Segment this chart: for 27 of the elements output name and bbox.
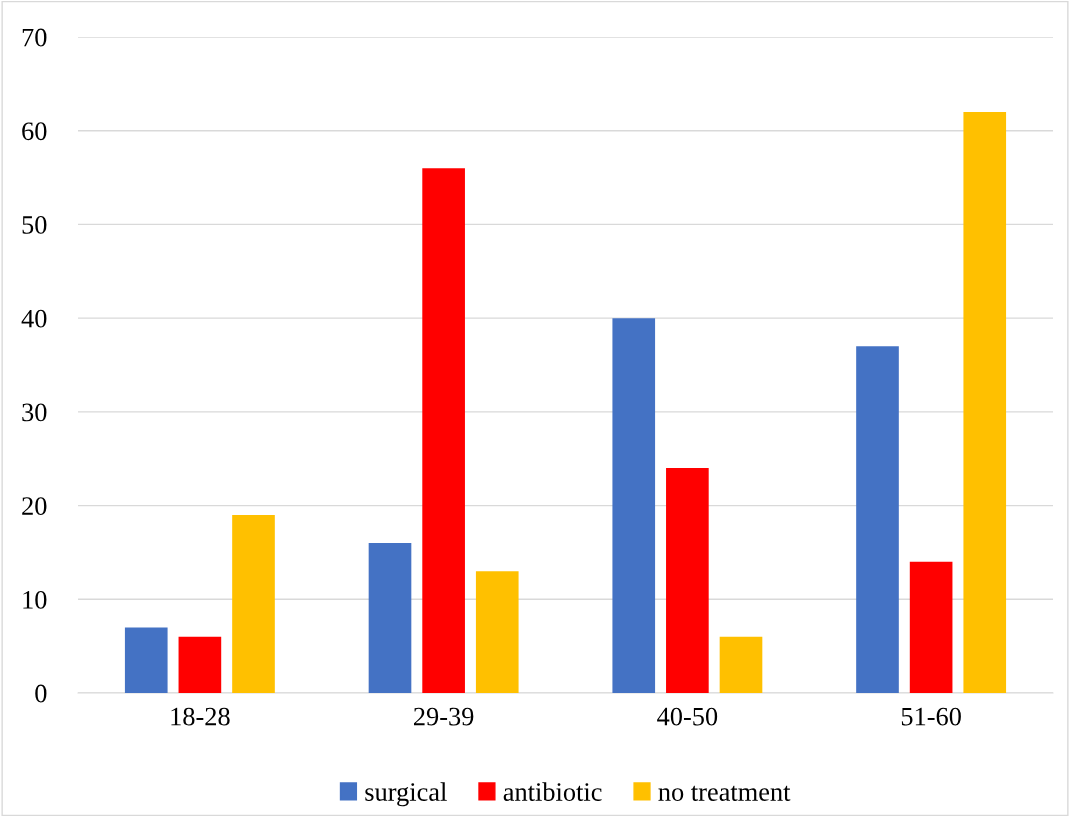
x-tick-label: 51-60 bbox=[901, 707, 961, 726]
bar bbox=[666, 468, 709, 693]
x-tick-label: 40-50 bbox=[657, 707, 718, 726]
bar bbox=[178, 636, 222, 693]
y-tick-label: 10 bbox=[23, 590, 47, 609]
bar bbox=[368, 543, 412, 693]
bar bbox=[475, 571, 519, 693]
y-tick-label: 50 bbox=[22, 216, 47, 234]
legend-label: surgical bbox=[365, 782, 447, 807]
bar bbox=[909, 561, 953, 693]
y-tick-label: 60 bbox=[22, 122, 47, 141]
y-tick-label: 20 bbox=[22, 497, 47, 515]
bar bbox=[232, 514, 275, 693]
bar bbox=[856, 346, 899, 693]
y-tick-label: 30 bbox=[22, 403, 47, 422]
bar bbox=[612, 318, 656, 693]
bar bbox=[422, 168, 465, 693]
bar bbox=[719, 636, 763, 693]
legend-label: no treatment bbox=[658, 785, 791, 801]
y-tick-label: 0 bbox=[35, 684, 47, 703]
bar bbox=[124, 627, 168, 693]
y-tick-label: 70 bbox=[22, 28, 47, 47]
x-tick-label: 29-39 bbox=[414, 707, 474, 726]
legend-label: antibiotic bbox=[503, 782, 602, 801]
y-tick-label: 40 bbox=[21, 309, 47, 328]
bar bbox=[963, 111, 1007, 693]
x-tick-label: 18-28 bbox=[171, 707, 230, 726]
